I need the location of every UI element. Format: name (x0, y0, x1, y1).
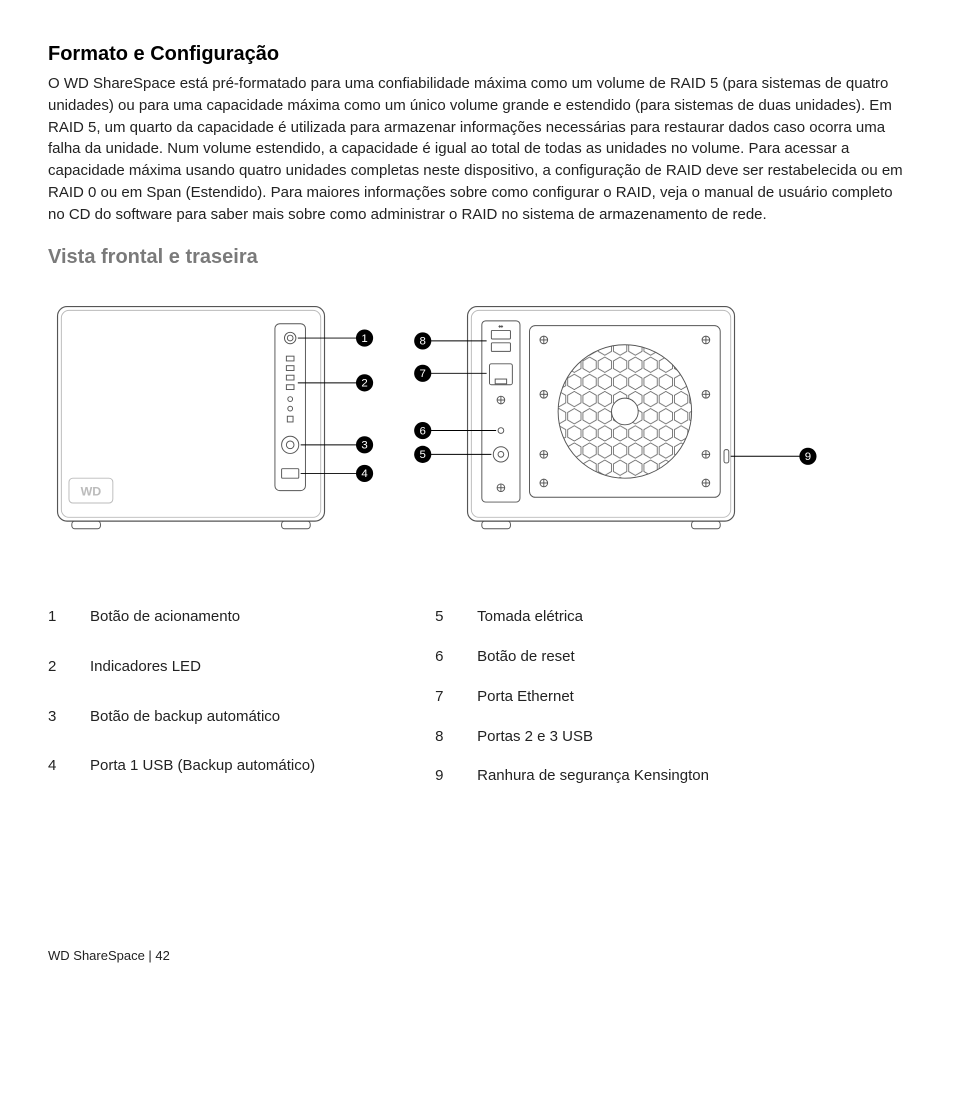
legend-text: Botão de backup automático (90, 706, 315, 738)
svg-text:2: 2 (361, 378, 367, 390)
svg-text:1: 1 (361, 333, 367, 345)
subsection-heading: Vista frontal e traseira (48, 243, 912, 272)
legend-right: 5 Tomada elétrica 6 Botão de reset 7 Por… (435, 606, 709, 787)
svg-text:6: 6 (420, 426, 426, 438)
body-paragraph: O WD ShareSpace está pré-formatado para … (48, 73, 912, 225)
legend-num: 2 (48, 656, 76, 688)
legend-text: Porta 1 USB (Backup automático) (90, 755, 315, 787)
legend-num: 1 (48, 606, 76, 638)
front-view: WD (58, 307, 325, 529)
page-footer: WD ShareSpace | 42 (48, 947, 912, 966)
svg-text:9: 9 (805, 451, 811, 463)
section-heading: Formato e Configuração (48, 40, 912, 69)
legend-num: 9 (435, 765, 463, 787)
legend-text: Ranhura de segurança Kensington (477, 765, 709, 787)
legend-text: Porta Ethernet (477, 686, 709, 708)
svg-text:3: 3 (361, 440, 367, 452)
svg-text:WD: WD (81, 485, 102, 499)
svg-text:7: 7 (420, 368, 426, 380)
svg-text:5: 5 (420, 449, 426, 461)
legend-text: Botão de reset (477, 646, 709, 668)
legend-num: 8 (435, 726, 463, 748)
rear-view: ⬌ (468, 307, 735, 529)
legend-text: Portas 2 e 3 USB (477, 726, 709, 748)
front-rear-diagram: WD 1 2 3 4 (48, 286, 912, 556)
legend-text: Tomada elétrica (477, 606, 709, 628)
front-callouts: 1 2 3 4 (298, 330, 373, 483)
svg-text:8: 8 (420, 336, 426, 348)
legend-num: 3 (48, 706, 76, 738)
svg-text:4: 4 (361, 469, 368, 481)
legend-num: 5 (435, 606, 463, 628)
legend-num: 6 (435, 646, 463, 668)
legend-left: 1 Botão de acionamento 2 Indicadores LED… (48, 606, 315, 787)
legend-num: 7 (435, 686, 463, 708)
legend-num: 4 (48, 755, 76, 787)
legend-text: Botão de acionamento (90, 606, 315, 638)
legend-text: Indicadores LED (90, 656, 315, 688)
legend: 1 Botão de acionamento 2 Indicadores LED… (48, 606, 912, 787)
svg-text:⬌: ⬌ (498, 324, 504, 331)
